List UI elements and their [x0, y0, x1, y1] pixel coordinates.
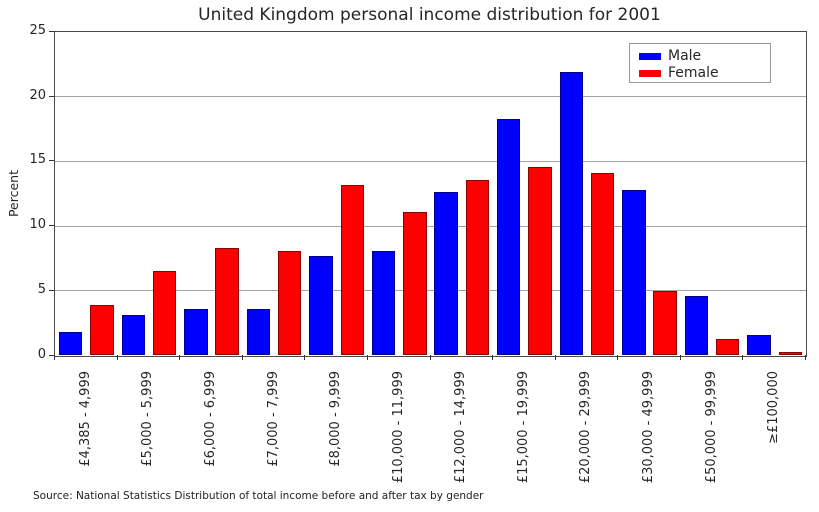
x-tick-label-8: £20,000 - 29,999	[578, 371, 594, 484]
bar-female-4	[340, 184, 364, 356]
gridline-15	[55, 160, 806, 162]
x-tick-label-10: £50,000 - 99,999	[703, 371, 719, 484]
x-tick-label-3: £7,000 - 7,999	[265, 371, 281, 467]
legend-item-female: Female	[639, 65, 770, 81]
bar-male-1	[121, 315, 145, 356]
plot-area	[54, 31, 807, 357]
x-tick-0	[54, 355, 55, 360]
legend-item-male: Male	[639, 48, 770, 64]
y-tick-label-5: 5	[37, 281, 46, 297]
x-tick-label-9: £30,000 - 49,999	[641, 371, 657, 484]
bar-female-11	[778, 351, 803, 356]
bar-female-9	[653, 290, 677, 356]
x-tick-label-2: £6,000 - 6,999	[202, 371, 218, 467]
gridline-5	[55, 290, 806, 292]
gridline-10	[55, 225, 806, 227]
x-tick-10	[679, 355, 681, 360]
x-tick-label-11: ≥£100,000	[766, 371, 782, 444]
x-tick-9	[617, 355, 619, 360]
x-tick-6	[429, 355, 431, 360]
legend-label-male: Male	[668, 48, 702, 64]
bar-male-2	[184, 308, 208, 356]
chart-title: United Kingdom personal income distribut…	[198, 5, 661, 25]
bar-male-8	[559, 72, 583, 356]
legend-label-female: Female	[668, 65, 719, 81]
bar-male-7	[497, 118, 521, 356]
source-note: Source: National Statistics Distribution…	[33, 490, 484, 502]
bar-male-10	[684, 295, 709, 356]
bar-male-6	[434, 192, 458, 356]
bar-female-10	[716, 338, 740, 356]
bar-male-3	[246, 308, 271, 356]
female-color-swatch	[639, 69, 661, 77]
x-tick-7	[492, 355, 494, 360]
x-tick-label-6: £12,000 - 14,999	[453, 371, 469, 484]
x-tick-label-1: £5,000 - 5,999	[140, 371, 156, 467]
gridline-20	[55, 96, 806, 98]
bar-male-5	[371, 250, 396, 356]
x-tick-label-4: £8,000 - 9,999	[328, 371, 344, 467]
x-tick-12	[805, 355, 806, 360]
x-tick-11	[742, 355, 744, 360]
y-tick-label-15: 15	[29, 152, 46, 168]
y-tick-15	[49, 160, 54, 162]
y-tick-label-20: 20	[29, 87, 46, 103]
y-tick-25	[49, 31, 54, 32]
y-tick-0	[49, 354, 54, 356]
legend: Male Female	[629, 43, 771, 83]
bar-male-4	[309, 255, 333, 356]
y-tick-20	[49, 95, 54, 97]
x-tick-4	[304, 355, 306, 360]
x-tick-label-0: £4,385 - 4,999	[77, 371, 93, 467]
bar-female-0	[90, 305, 114, 356]
x-tick-3	[241, 355, 243, 360]
male-color-swatch	[639, 52, 661, 60]
x-tick-label-7: £15,000 - 19,999	[515, 371, 531, 484]
y-axis-label: Percent	[6, 170, 21, 218]
y-tick-label-25: 25	[29, 23, 46, 38]
y-tick-10	[49, 225, 54, 227]
bar-female-7	[528, 166, 552, 356]
bar-female-5	[403, 211, 427, 356]
bar-male-9	[622, 189, 646, 356]
bar-female-3	[277, 250, 302, 356]
x-tick-1	[116, 355, 118, 360]
x-tick-5	[366, 355, 368, 360]
bar-female-1	[152, 271, 177, 356]
bar-female-6	[465, 179, 490, 356]
x-tick-8	[554, 355, 556, 360]
bar-female-2	[215, 248, 239, 356]
x-tick-2	[179, 355, 181, 360]
y-tick-5	[49, 289, 54, 291]
x-tick-label-5: £10,000 - 11,999	[390, 371, 406, 484]
bar-female-8	[590, 173, 615, 356]
bar-male-11	[747, 334, 771, 356]
y-tick-label-0: 0	[37, 346, 46, 362]
bar-male-0	[58, 332, 83, 356]
y-tick-label-10: 10	[29, 217, 46, 233]
